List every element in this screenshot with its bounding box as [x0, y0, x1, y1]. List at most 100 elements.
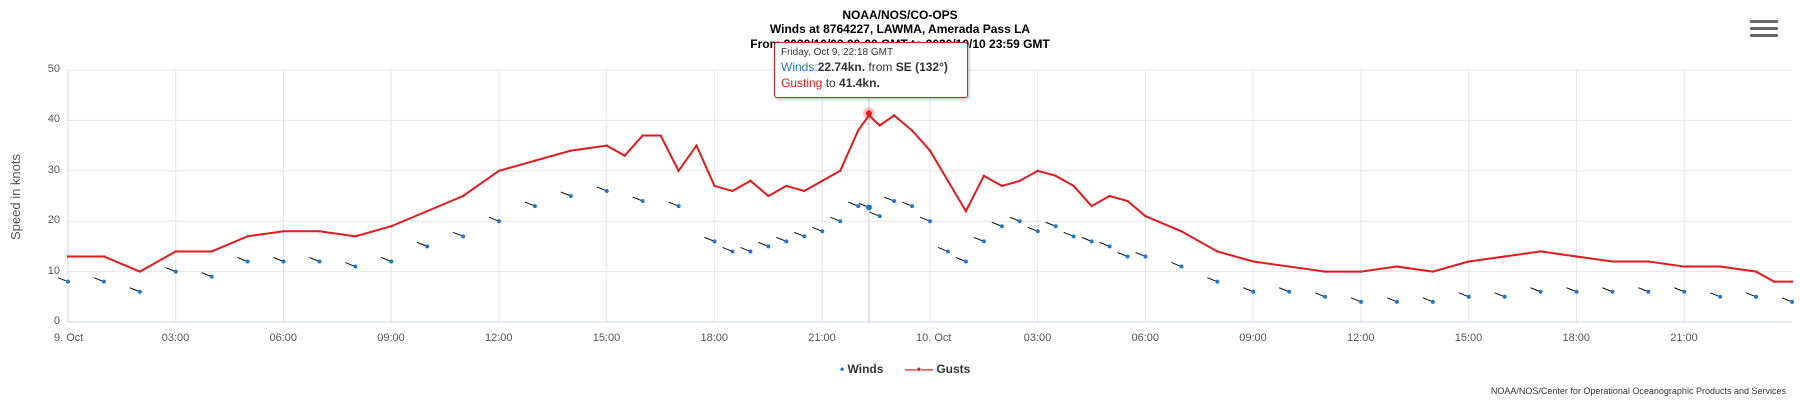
winds-point — [425, 244, 430, 249]
gusts-point — [1287, 265, 1291, 268]
legend: • Winds —•— Gusts — [840, 362, 988, 376]
gusts-point — [1611, 260, 1614, 263]
x-tick-label: 06:00 — [269, 332, 298, 344]
gusts-point — [1180, 230, 1183, 233]
gusts-point — [892, 114, 896, 117]
gusts-point — [1054, 174, 1057, 178]
gusts-point — [731, 189, 734, 193]
gusts-point — [695, 144, 698, 147]
gusts-point — [569, 149, 573, 152]
credit-text: NOAA/NOS/Center for Operational Oceanogr… — [1490, 386, 1786, 396]
gusts-point — [946, 179, 950, 183]
legend-winds-label: Winds — [847, 362, 884, 376]
gusts-point — [425, 209, 429, 213]
winds-point — [802, 234, 807, 239]
chart-title: NOAA/NOS/CO-OPS — [842, 8, 958, 22]
gusts-point — [1395, 265, 1399, 268]
legend-item-gusts[interactable]: —•— Gusts — [905, 362, 971, 376]
winds-point — [209, 274, 214, 279]
winds-point — [1790, 299, 1794, 304]
winds-point — [1718, 294, 1723, 299]
winds-point — [137, 289, 142, 294]
tooltip-gust-value: 41.4kn. — [839, 76, 880, 90]
winds-point — [1502, 294, 1507, 299]
x-tick-label: 21:00 — [1670, 332, 1698, 344]
winds-point — [1754, 294, 1759, 299]
y-tick-label: 40 — [47, 113, 60, 126]
x-tick-label: 03:00 — [161, 332, 190, 344]
gusts-point — [1144, 214, 1147, 218]
winds-point — [353, 264, 358, 269]
winds-point — [1143, 254, 1148, 259]
x-tick-label: 18:00 — [700, 332, 729, 344]
gusts-point — [1539, 250, 1542, 253]
gusts-point — [928, 149, 932, 152]
winds-point — [676, 204, 681, 209]
winds-point — [1071, 234, 1076, 239]
gusts-point — [1323, 270, 1327, 273]
gusts-point — [1754, 270, 1758, 273]
gusts-point — [982, 174, 986, 178]
winds-point — [1323, 294, 1328, 299]
gusts-point — [1090, 204, 1093, 208]
winds-point — [820, 229, 825, 234]
winds-point — [1215, 279, 1220, 284]
gusts-point — [1647, 260, 1650, 263]
x-tick-label: 10. Oct — [916, 332, 952, 344]
gusts-series-line — [68, 113, 1792, 283]
winds-point — [1394, 299, 1399, 304]
tooltip-winds-direction: SE (132°) — [895, 60, 948, 74]
winds-point — [497, 219, 501, 224]
winds-point — [604, 188, 609, 193]
winds-point — [877, 214, 882, 219]
winds-point — [1466, 294, 1471, 299]
winds-highlight-point — [865, 204, 872, 211]
winds-point — [532, 204, 537, 209]
legend-gusts-line-icon: —•— — [904, 362, 933, 376]
gusts-point — [354, 235, 357, 238]
gusts-point — [878, 124, 881, 127]
gusts-point — [102, 255, 106, 258]
winds-point — [730, 249, 735, 254]
winds-point — [910, 204, 915, 209]
gusts-point — [1431, 270, 1435, 273]
winds-point — [1035, 229, 1040, 234]
winds-point — [766, 244, 771, 249]
gusts-point — [210, 250, 213, 253]
legend-winds-marker-icon: • — [840, 362, 845, 376]
gusts-point — [803, 189, 806, 193]
gusts-point — [605, 144, 608, 147]
winds-point — [981, 239, 986, 244]
tooltip: Friday, Oct 9, 22:18 GMT Winds:22.74kn. … — [774, 42, 968, 98]
winds-point — [748, 249, 753, 254]
gusts-point — [1790, 280, 1794, 283]
gusts-point — [1072, 184, 1075, 188]
gusts-point — [1036, 169, 1039, 172]
x-tick-label: 12:00 — [485, 332, 513, 344]
gusts-point — [1772, 280, 1776, 283]
legend-item-winds[interactable]: • Winds — [840, 362, 883, 376]
winds-point — [389, 259, 394, 264]
winds-point — [1430, 299, 1435, 304]
tooltip-winds-label: Winds: — [781, 60, 818, 74]
winds-point — [999, 224, 1004, 229]
tooltip-date: Friday, Oct 9, 22:18 GMT — [781, 47, 894, 58]
hamburger-menu-icon[interactable] — [1750, 16, 1778, 44]
winds-point — [1287, 289, 1292, 294]
gusts-point — [497, 169, 501, 172]
tooltip-gust-label: Gusting — [781, 76, 823, 90]
gusts-point — [785, 184, 788, 188]
gusts-point — [659, 134, 662, 137]
x-tick-label: 15:00 — [1454, 332, 1483, 344]
winds-point — [281, 259, 286, 264]
winds-point — [1251, 289, 1256, 294]
gusts-point — [623, 154, 626, 157]
gusts-point — [1126, 199, 1129, 203]
y-tick-label: 0 — [53, 315, 60, 327]
winds-point — [892, 199, 897, 204]
gusts-point — [1683, 265, 1686, 268]
chart-subtitle-station: Winds at 8764227, LAWMA, Amerada Pass LA — [769, 22, 1031, 36]
x-tick-label: 03:00 — [1023, 332, 1052, 344]
tooltip-winds-line: Winds:22.74kn. from SE (132°) — [781, 60, 961, 74]
